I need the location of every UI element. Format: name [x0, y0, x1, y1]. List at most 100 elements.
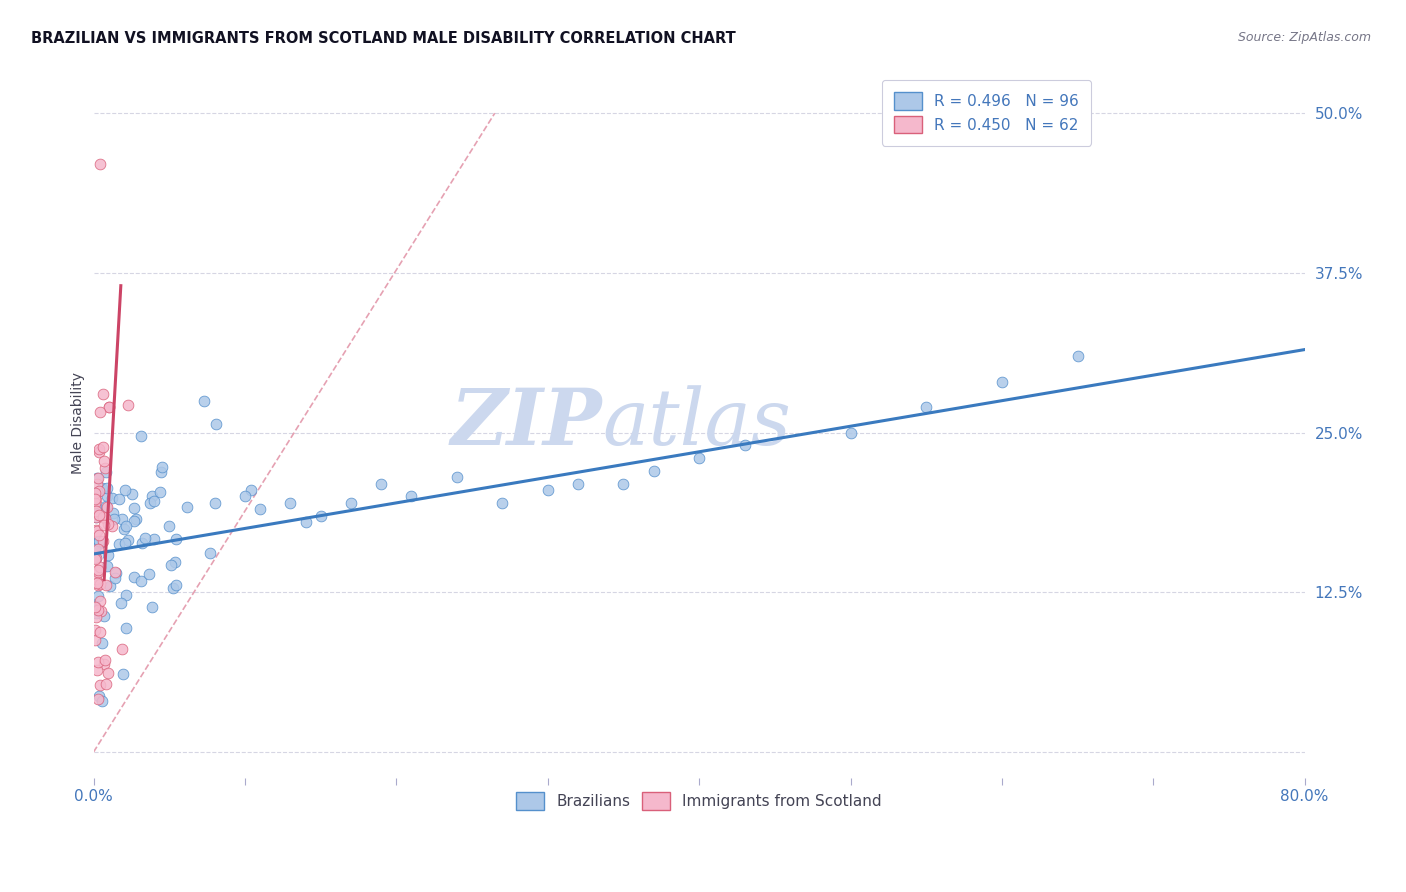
Point	[84, 486, 107, 500]
Point	[86, 477, 108, 491]
Point	[84, 573, 107, 587]
Point	[165, 578, 187, 592]
Point	[86, 485, 108, 500]
Point	[84, 545, 107, 559]
Point	[111, 641, 134, 656]
Point	[84, 633, 107, 648]
Point	[112, 667, 135, 681]
Point	[101, 518, 124, 533]
Point	[101, 491, 124, 506]
Point	[152, 460, 174, 475]
Point	[84, 496, 107, 510]
Point	[94, 653, 117, 667]
Point	[110, 596, 132, 610]
Point	[280, 496, 302, 510]
Point	[87, 603, 110, 617]
Point	[491, 496, 513, 510]
Point	[101, 506, 124, 520]
Point	[162, 581, 184, 595]
Point	[97, 516, 120, 531]
Point	[91, 694, 114, 708]
Point	[93, 517, 115, 532]
Point	[89, 405, 111, 419]
Point	[86, 524, 108, 539]
Point	[94, 500, 117, 514]
Point	[176, 500, 198, 514]
Point	[157, 518, 180, 533]
Point	[84, 541, 107, 556]
Point	[91, 510, 114, 524]
Point	[115, 519, 138, 533]
Point	[108, 492, 131, 507]
Text: Source: ZipAtlas.com: Source: ZipAtlas.com	[1237, 31, 1371, 45]
Point	[90, 605, 112, 619]
Point	[446, 470, 468, 484]
Text: BRAZILIAN VS IMMIGRANTS FROM SCOTLAND MALE DISABILITY CORRELATION CHART: BRAZILIAN VS IMMIGRANTS FROM SCOTLAND MA…	[31, 31, 735, 46]
Point	[122, 570, 145, 584]
Point	[915, 400, 938, 414]
Point	[94, 460, 117, 475]
Point	[96, 559, 118, 574]
Point	[134, 531, 156, 545]
Point	[294, 515, 316, 529]
Y-axis label: Male Disability: Male Disability	[72, 372, 86, 474]
Point	[138, 567, 160, 582]
Text: atlas: atlas	[602, 384, 792, 461]
Point	[688, 451, 710, 466]
Point	[93, 609, 115, 624]
Point	[612, 476, 634, 491]
Point	[142, 494, 165, 508]
Point	[84, 510, 107, 524]
Point	[112, 522, 135, 536]
Point	[97, 400, 120, 414]
Point	[84, 551, 107, 566]
Point	[309, 508, 332, 523]
Point	[87, 508, 110, 522]
Point	[103, 512, 125, 526]
Point	[96, 500, 118, 514]
Point	[149, 465, 172, 479]
Point	[84, 599, 107, 613]
Point	[125, 512, 148, 526]
Point	[98, 579, 121, 593]
Point	[87, 542, 110, 557]
Point	[84, 550, 107, 565]
Point	[87, 484, 110, 499]
Point	[89, 535, 111, 549]
Point	[1066, 349, 1088, 363]
Point	[89, 594, 111, 608]
Point	[121, 487, 143, 501]
Point	[117, 533, 139, 548]
Point	[86, 610, 108, 624]
Point	[89, 535, 111, 549]
Point	[149, 485, 172, 500]
Point	[90, 481, 112, 495]
Point	[87, 508, 110, 522]
Point	[84, 491, 107, 506]
Point	[87, 528, 110, 542]
Point	[240, 483, 263, 498]
Point	[643, 464, 665, 478]
Point	[537, 483, 560, 497]
Point	[94, 511, 117, 525]
Point	[104, 566, 127, 580]
Point	[87, 691, 110, 706]
Point	[96, 490, 118, 504]
Point	[114, 536, 136, 550]
Point	[91, 387, 114, 401]
Point	[96, 465, 118, 479]
Point	[165, 533, 187, 547]
Point	[91, 440, 114, 454]
Point	[129, 429, 152, 443]
Point	[84, 624, 107, 638]
Point	[89, 442, 111, 456]
Point	[84, 599, 107, 614]
Point	[87, 533, 110, 548]
Point	[117, 398, 139, 412]
Point	[143, 532, 166, 546]
Point	[86, 575, 108, 590]
Point	[91, 533, 114, 548]
Point	[84, 606, 107, 620]
Point	[93, 454, 115, 468]
Point	[87, 578, 110, 592]
